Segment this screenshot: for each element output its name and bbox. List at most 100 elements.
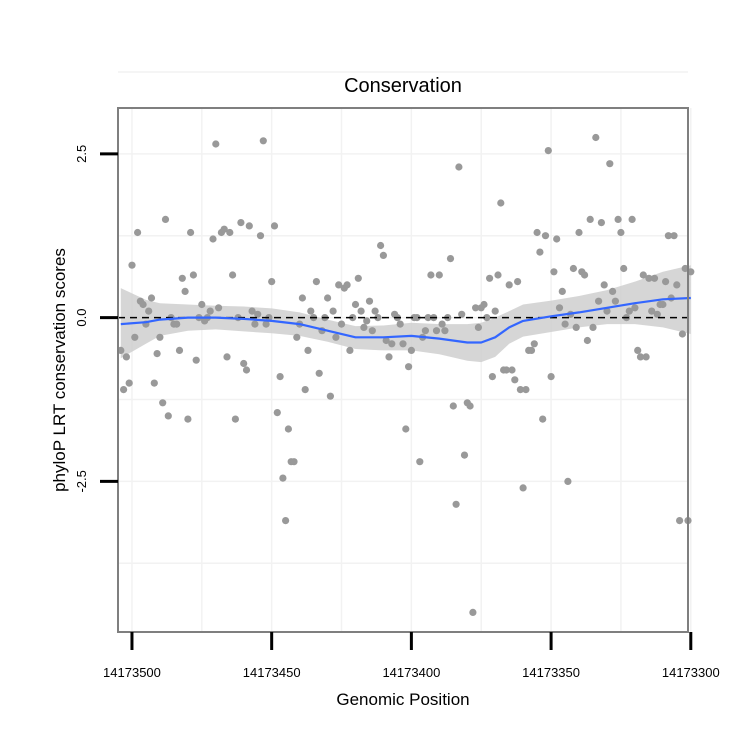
data-point — [242, 366, 251, 374]
data-point — [262, 320, 270, 328]
data-point — [516, 386, 525, 394]
data-point — [354, 274, 362, 282]
data-point — [446, 255, 455, 263]
data-point — [128, 261, 136, 269]
data-point — [161, 215, 170, 223]
data-point — [145, 307, 153, 315]
data-point — [435, 271, 443, 279]
data-point — [589, 323, 597, 331]
data-point — [131, 333, 139, 341]
smooth-line — [120, 296, 691, 344]
data-point — [139, 300, 147, 309]
data-point — [676, 517, 684, 525]
data-point — [483, 314, 491, 322]
data-point — [536, 248, 544, 256]
data-point — [159, 399, 167, 407]
data-point — [120, 386, 128, 394]
data-point — [251, 320, 259, 328]
data-point — [181, 287, 189, 295]
data-point — [282, 517, 290, 525]
data-point — [424, 314, 432, 322]
data-point — [586, 215, 594, 223]
data-point — [673, 281, 681, 289]
data-point — [653, 310, 661, 318]
data-point — [312, 278, 320, 286]
data-point — [432, 327, 441, 335]
data-point — [659, 300, 667, 309]
data-point — [248, 307, 256, 315]
data-point — [628, 215, 636, 223]
data-point — [631, 304, 639, 312]
data-point — [575, 228, 583, 237]
data-point — [527, 346, 536, 354]
data-point — [519, 484, 527, 492]
data-point — [259, 137, 267, 145]
data-point — [438, 320, 446, 328]
data-point — [189, 271, 197, 279]
data-point — [209, 235, 217, 243]
data-point — [402, 425, 410, 433]
data-point — [388, 340, 396, 348]
data-point — [466, 402, 474, 410]
data-point — [351, 300, 360, 309]
data-point — [125, 379, 133, 387]
data-point — [595, 297, 603, 305]
x-tick-label: 14173450 — [243, 665, 301, 680]
data-point — [156, 333, 164, 341]
data-point — [502, 366, 510, 374]
plot-panel-border — [117, 107, 689, 633]
data-point — [329, 307, 337, 315]
data-point — [533, 228, 541, 237]
data-point — [522, 386, 530, 394]
data-point — [332, 333, 340, 341]
data-point — [469, 608, 477, 617]
data-point — [134, 228, 142, 237]
data-point — [474, 323, 482, 331]
data-point — [293, 333, 301, 341]
data-point — [173, 320, 181, 328]
data-point — [678, 330, 687, 338]
data-point — [581, 271, 589, 279]
data-point — [335, 281, 343, 289]
data-point — [569, 264, 578, 273]
data-point — [547, 373, 555, 381]
data-point — [564, 477, 572, 485]
data-point — [374, 314, 382, 322]
data-point — [184, 415, 192, 423]
data-point — [497, 199, 505, 207]
data-point — [298, 294, 306, 302]
data-point — [572, 323, 580, 331]
data-point — [215, 304, 223, 312]
data-point — [634, 346, 642, 354]
data-point — [603, 307, 611, 315]
data-point — [511, 376, 519, 384]
y-tick-label: 2.5 — [74, 145, 89, 163]
data-point — [645, 274, 653, 282]
data-point — [662, 278, 670, 286]
data-point — [363, 317, 371, 325]
data-point — [614, 215, 622, 223]
data-point — [357, 307, 365, 315]
data-point — [592, 133, 600, 142]
data-point — [617, 228, 625, 237]
data-point — [597, 219, 606, 227]
data-point — [164, 412, 172, 420]
data-point — [541, 232, 550, 240]
data-point — [315, 369, 323, 377]
data-point — [379, 251, 387, 259]
data-point — [650, 274, 659, 282]
data-point — [273, 409, 281, 417]
data-point — [301, 386, 309, 394]
data-point — [304, 346, 312, 354]
data-point — [413, 314, 421, 322]
data-point — [460, 451, 469, 459]
data-point — [396, 320, 404, 328]
data-point — [620, 264, 628, 273]
data-point — [600, 281, 608, 289]
chart-title: Conservation — [344, 75, 462, 97]
data-point — [491, 307, 499, 315]
data-point — [407, 346, 415, 354]
data-point — [670, 232, 678, 240]
data-point — [648, 307, 656, 315]
data-point — [284, 425, 292, 433]
